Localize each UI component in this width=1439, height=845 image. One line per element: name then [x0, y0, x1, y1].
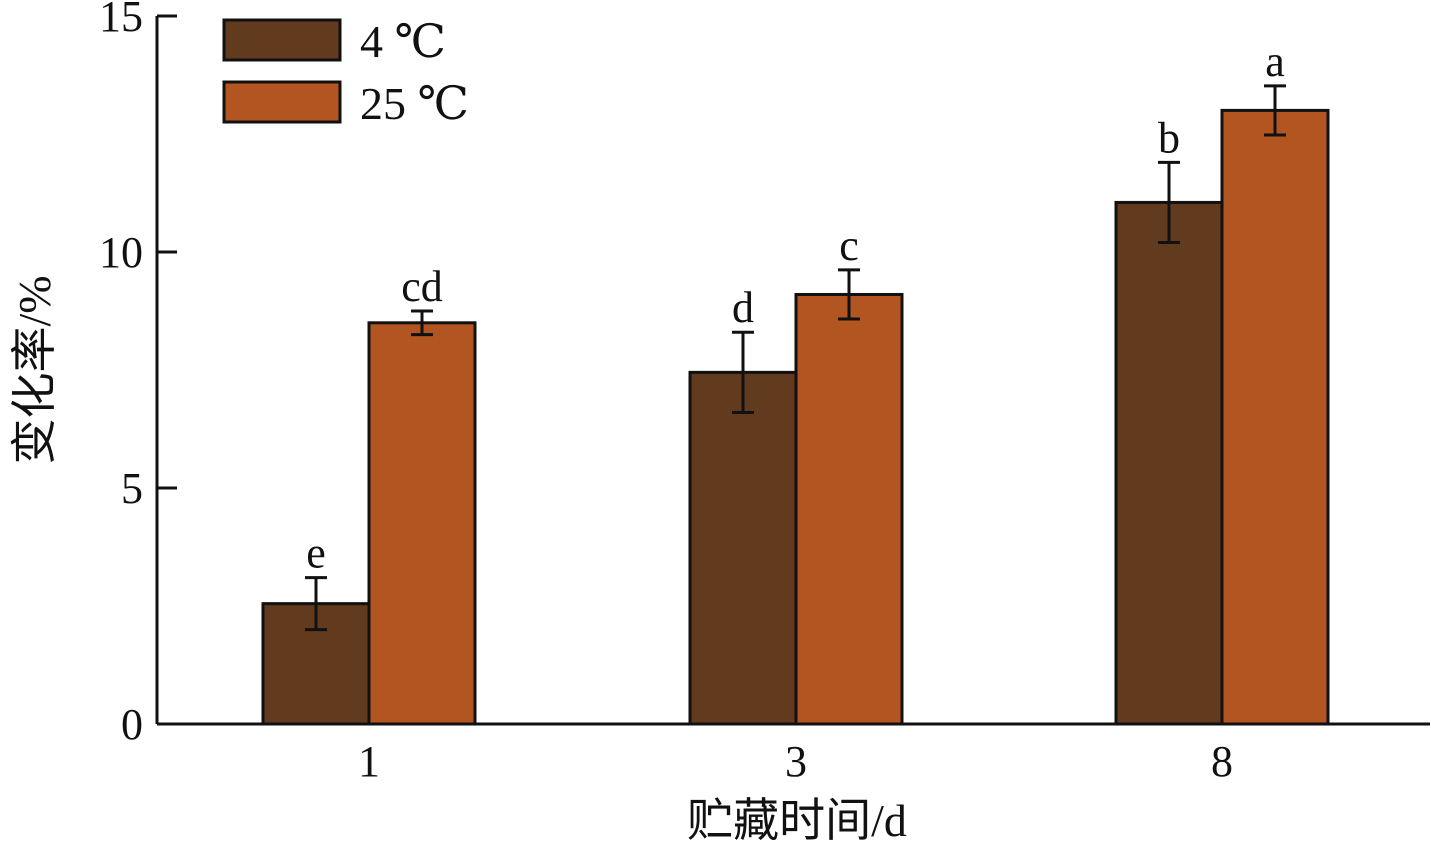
- y-tick-label: 10: [99, 228, 143, 277]
- x-axis-label: 贮藏时间/d: [687, 795, 907, 845]
- y-tick-label: 0: [121, 700, 143, 749]
- significance-label: c: [839, 221, 859, 270]
- legend-label: 4 ℃: [360, 16, 446, 67]
- significance-label: b: [1158, 113, 1180, 162]
- bar: [794, 292, 904, 726]
- y-axis-label: 变化率/%: [9, 275, 60, 464]
- x-tick-label: 3: [785, 737, 807, 786]
- bar: [1220, 108, 1330, 726]
- significance-label: d: [732, 283, 754, 332]
- x-tick-label: 1: [358, 737, 380, 786]
- y-ticks: 0 5 10 15: [99, 0, 177, 749]
- x-ticks: 1 3 8: [358, 737, 1233, 786]
- legend: 4 ℃ 25 ℃: [222, 16, 469, 129]
- bar: [1114, 200, 1224, 726]
- bar: [688, 370, 798, 726]
- significance-label: e: [306, 529, 326, 578]
- legend-swatch: [222, 80, 342, 124]
- significance-label: a: [1265, 37, 1285, 86]
- significance-label: cd: [401, 262, 443, 311]
- y-tick-label: 15: [99, 0, 143, 41]
- y-tick-label: 5: [121, 464, 143, 513]
- bar: [367, 321, 477, 726]
- bars: e cd d c b a: [261, 37, 1330, 726]
- x-tick-label: 8: [1211, 737, 1233, 786]
- legend-label: 25 ℃: [360, 78, 469, 129]
- legend-swatch: [222, 18, 342, 62]
